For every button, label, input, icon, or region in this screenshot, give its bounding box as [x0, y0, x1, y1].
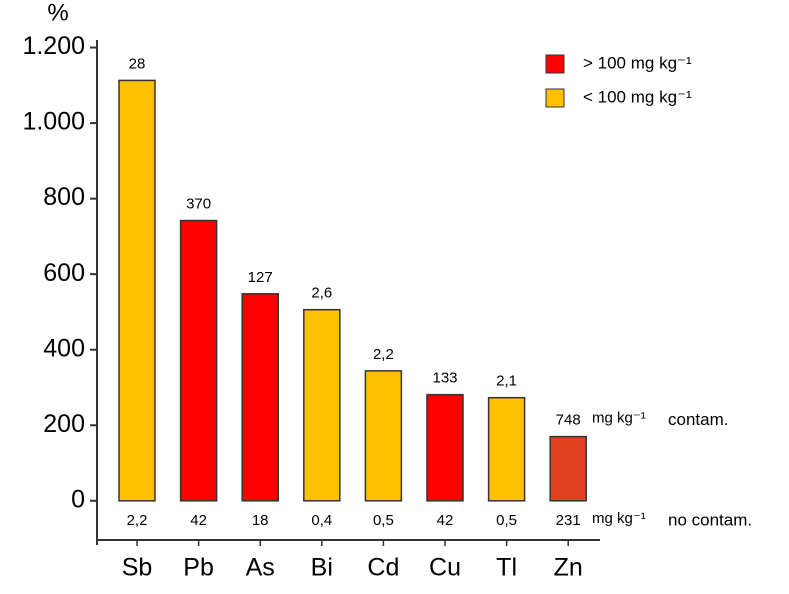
top-note: contam.: [668, 410, 728, 429]
bottom-label: 42: [190, 512, 207, 529]
x-tick-label: Pb: [183, 554, 214, 582]
top-label: 2,1: [496, 373, 517, 390]
x-tick-label: As: [246, 554, 275, 582]
top-unit: mg kg⁻¹: [592, 410, 646, 427]
top-label: 2,2: [373, 346, 394, 363]
bottom-label: 0,4: [311, 512, 332, 529]
y-tick-label: 1.200: [22, 32, 85, 60]
bar: [118, 79, 156, 502]
x-tick-label: Cd: [367, 554, 399, 582]
y-axis-label: %: [47, 0, 68, 26]
legend-label: < 100 mg kg⁻¹: [583, 87, 692, 106]
x-tick-label: Zn: [554, 554, 583, 582]
bottom-label: 18: [252, 512, 269, 529]
bar: [487, 396, 526, 502]
bottom-label: 2,2: [127, 512, 148, 529]
bar: [303, 308, 341, 502]
bottom-unit: mg kg⁻¹: [592, 510, 646, 527]
top-label: 748: [556, 412, 581, 429]
bar: [241, 293, 279, 502]
legend-swatch: [545, 88, 565, 108]
x-tick-label: Tl: [496, 554, 517, 582]
x-tick-label: Sb: [122, 554, 153, 582]
bottom-label: 42: [437, 512, 454, 529]
bottom-label: 231: [556, 512, 581, 529]
bottom-note: no contam.: [668, 510, 752, 529]
y-tick-label: 0: [71, 485, 85, 513]
top-label: 2,6: [311, 285, 332, 302]
top-label: 370: [186, 196, 211, 213]
y-tick-label: 400: [43, 334, 85, 362]
legend-label: > 100 mg kg⁻¹: [583, 53, 692, 72]
top-label: 133: [432, 370, 457, 387]
bar: [549, 435, 587, 502]
top-label: 127: [248, 269, 273, 286]
y-tick-label: 1.000: [22, 108, 85, 136]
bar: [364, 370, 403, 502]
bottom-label: 0,5: [496, 512, 517, 529]
y-tick-label: 600: [43, 259, 85, 287]
top-label: 28: [129, 55, 146, 72]
x-tick-label: Bi: [311, 554, 333, 582]
bar: [426, 393, 464, 502]
legend-swatch: [545, 54, 565, 74]
bar: [179, 219, 218, 502]
y-tick-label: 800: [43, 183, 85, 211]
y-tick-label: 200: [43, 410, 85, 438]
x-tick-label: Cu: [429, 554, 461, 582]
bottom-label: 0,5: [373, 512, 394, 529]
